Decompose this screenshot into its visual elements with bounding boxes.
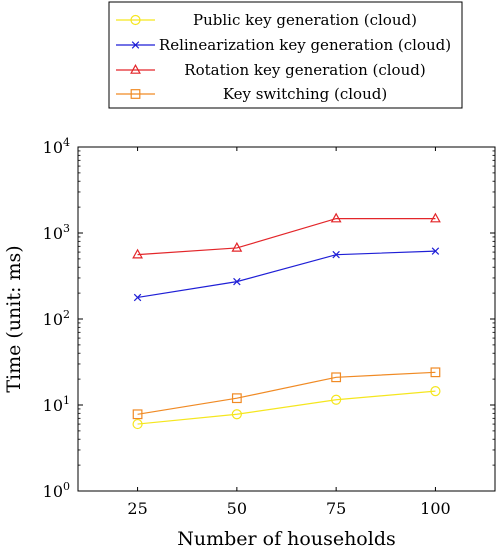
legend-label: Relinearization key generation (cloud) <box>159 36 451 54</box>
data-point <box>231 393 242 404</box>
legend-label: Key switching (cloud) <box>223 85 387 103</box>
legend-marker <box>130 14 141 26</box>
legend-items: Public key generation (cloud) Relineariza… <box>116 11 451 103</box>
data-point <box>430 212 441 223</box>
data-point <box>132 409 143 420</box>
data-point <box>430 386 441 397</box>
y-tick-base: 10 <box>43 138 63 157</box>
data-point <box>132 418 143 430</box>
x-tick-label: 75 <box>326 499 346 518</box>
legend-marker <box>131 41 140 49</box>
y-axis-label: Time (unit: ms) <box>3 245 25 392</box>
data-point <box>231 241 243 252</box>
y-tick-exponent: 1 <box>63 394 70 407</box>
legend-item: Key switching (cloud) <box>116 85 387 103</box>
x-axis-label: Number of households <box>177 528 396 550</box>
series-circle <box>132 386 441 430</box>
series-line <box>137 250 436 299</box>
y-tick-exponent: 0 <box>63 480 70 493</box>
series-line <box>137 390 436 425</box>
series-triangle <box>132 212 441 259</box>
legend-marker <box>130 89 141 99</box>
data-point <box>330 212 342 223</box>
x-tick-label: 25 <box>127 499 147 518</box>
x-tick-label: 100 <box>420 499 451 518</box>
series-square <box>132 367 441 420</box>
data-point <box>132 248 143 259</box>
data-point <box>233 277 241 286</box>
data-point <box>430 367 441 378</box>
series-line <box>137 371 436 415</box>
data-point <box>231 409 242 420</box>
y-tick-exponent: 4 <box>63 136 70 149</box>
data-point <box>331 394 342 405</box>
y-tick-label: 102 <box>43 308 70 329</box>
legend: Public key generation (cloud) Relineariza… <box>108 1 463 109</box>
y-tick-base: 10 <box>43 482 63 501</box>
legend-item: Public key generation (cloud) <box>116 11 417 29</box>
x-tick-label: 50 <box>227 499 247 518</box>
y-tick-base: 10 <box>43 310 63 329</box>
y-tick-label: 101 <box>43 394 70 415</box>
y-tick-label: 103 <box>43 222 70 243</box>
legend-frame <box>108 1 463 109</box>
legend-label: Public key generation (cloud) <box>193 11 417 29</box>
legend-item: Relinearization key generation (cloud) <box>116 36 451 54</box>
legend-label: Rotation key generation (cloud) <box>184 61 425 79</box>
y-tick-base: 10 <box>43 396 63 415</box>
data-point <box>133 293 142 302</box>
y-tick-label: 104 <box>43 136 70 157</box>
y-tick-label: 100 <box>43 480 70 501</box>
plot-series <box>132 212 441 430</box>
data-point <box>431 247 440 255</box>
y-tick-base: 10 <box>43 224 63 243</box>
legend-item: Rotation key generation (cloud) <box>116 61 426 79</box>
y-tick-exponent: 3 <box>63 222 70 235</box>
data-point <box>331 372 342 383</box>
series-line <box>137 218 436 256</box>
x-axis: 25 50 75 100 <box>127 147 451 518</box>
data-point <box>332 250 340 259</box>
y-tick-exponent: 2 <box>63 308 70 321</box>
series-x <box>133 247 440 302</box>
plot-frame <box>77 146 496 492</box>
legend-marker <box>130 63 141 74</box>
